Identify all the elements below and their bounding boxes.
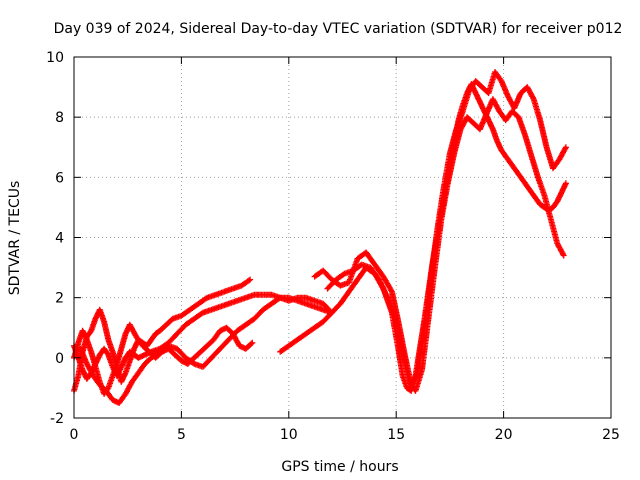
y-tick-label: 8 bbox=[55, 110, 64, 126]
data-point bbox=[248, 340, 255, 347]
data-point bbox=[121, 371, 128, 378]
axis-ticks: 0 5 10 15 20 25 -2 0 2 4 6 8 10 bbox=[46, 50, 620, 443]
data-point bbox=[247, 276, 254, 283]
grid bbox=[74, 57, 611, 418]
x-tick-label: 0 bbox=[70, 427, 79, 443]
y-tick-label: 10 bbox=[46, 50, 64, 66]
x-tick-label: 15 bbox=[387, 427, 405, 443]
data-point bbox=[249, 339, 256, 346]
y-tick-label: 6 bbox=[55, 170, 64, 186]
y-tick-label: 2 bbox=[55, 291, 64, 307]
data-point bbox=[245, 277, 252, 284]
chart-title: Day 039 of 2024, Sidereal Day-to-day VTE… bbox=[54, 21, 623, 37]
data-marks bbox=[71, 69, 569, 406]
y-tick-label: 4 bbox=[55, 231, 64, 247]
y-axis-label: SDTVAR / TECUs bbox=[7, 181, 23, 296]
series-3 bbox=[77, 294, 335, 406]
data-point bbox=[560, 251, 566, 258]
data-point bbox=[489, 124, 496, 131]
data-point bbox=[560, 252, 567, 259]
data-point bbox=[562, 145, 569, 152]
x-axis-label: GPS time / hours bbox=[281, 459, 398, 475]
x-tick-label: 10 bbox=[280, 427, 298, 443]
x-tick-label: 25 bbox=[602, 427, 620, 443]
x-tick-label: 5 bbox=[177, 427, 186, 443]
y-tick-label: 0 bbox=[55, 351, 64, 367]
data-point bbox=[562, 144, 569, 151]
data-point bbox=[388, 287, 395, 294]
data-point bbox=[202, 295, 209, 302]
data-point bbox=[530, 94, 536, 101]
series-6 bbox=[324, 96, 567, 394]
data-point bbox=[379, 283, 386, 290]
data-point bbox=[562, 180, 569, 187]
y-tick-label: -2 bbox=[50, 411, 64, 427]
x-tick-label: 20 bbox=[495, 427, 513, 443]
